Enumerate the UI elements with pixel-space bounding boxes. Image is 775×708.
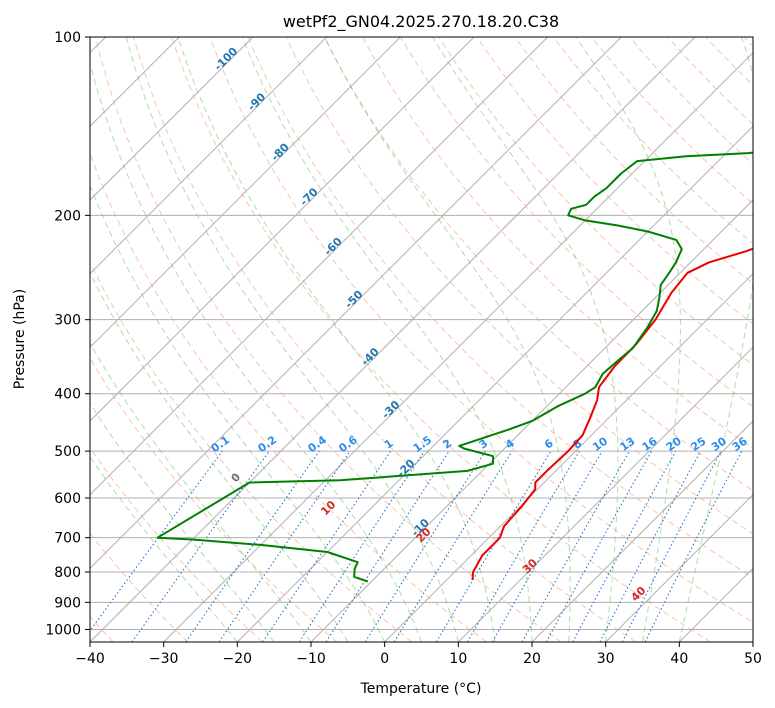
isotherm-gridline bbox=[90, 37, 328, 275]
x-axis-label: Temperature (°C) bbox=[360, 681, 482, 697]
x-tick-label: −10 bbox=[296, 651, 326, 667]
x-tick-label: 0 bbox=[380, 651, 389, 667]
dry-adiabat bbox=[90, 261, 413, 642]
isotherm-gridline bbox=[90, 37, 696, 642]
moist-adiabat bbox=[90, 184, 386, 642]
mixing-ratio-line bbox=[325, 450, 450, 642]
y-tick-label: 500 bbox=[54, 444, 81, 460]
axes: −40 −30 −20 −10 0 10 20 30 40 50 100 200 300 400 500 60… bbox=[45, 30, 762, 667]
y-tick-label: 800 bbox=[54, 565, 81, 581]
isotherm-gridline bbox=[163, 51, 753, 642]
y-tick-label: 200 bbox=[54, 208, 81, 224]
dry-adiabat bbox=[629, 37, 753, 165]
isotherm-gridline bbox=[90, 37, 401, 349]
dewpoint-profile-line bbox=[156, 151, 753, 583]
mixing-ratio-line bbox=[393, 450, 513, 642]
mixing-ratio-line bbox=[218, 450, 351, 642]
mixing-ratio-line bbox=[90, 450, 223, 632]
y-tick-label: 1000 bbox=[45, 622, 81, 638]
y-tick-label: 900 bbox=[54, 595, 81, 611]
x-tick-label: 50 bbox=[744, 651, 762, 667]
y-tick-label: 400 bbox=[54, 387, 81, 403]
y-tick-label: 600 bbox=[54, 491, 81, 507]
mixing-ratio-line bbox=[185, 450, 320, 642]
moist-adiabat bbox=[432, 37, 619, 642]
dry-adiabat bbox=[90, 446, 263, 642]
dry-adiabat bbox=[247, 37, 753, 579]
dry-adiabat bbox=[323, 37, 753, 492]
mixing-ratio-line bbox=[435, 450, 552, 642]
mixing-ratio-line bbox=[491, 450, 603, 642]
chart-title: wetPf2_GN04.2025.270.18.20.C38 bbox=[283, 12, 559, 32]
x-tick-label: 20 bbox=[523, 651, 541, 667]
moist-adiabat bbox=[125, 37, 459, 642]
dry-adiabat bbox=[591, 37, 753, 205]
isotherm-gridline bbox=[90, 37, 475, 422]
mixing-ratio-line bbox=[572, 450, 677, 642]
y-tick-label: 300 bbox=[54, 313, 81, 329]
plot-frame bbox=[89, 36, 754, 643]
dry-adiabat bbox=[95, 37, 562, 642]
dry-adiabat bbox=[514, 37, 753, 285]
isotherm-gridline bbox=[531, 420, 753, 642]
y-axis-label: Pressure (hPa) bbox=[12, 289, 28, 389]
isotherm-gridline bbox=[384, 272, 753, 642]
x-tick-label: 30 bbox=[597, 651, 615, 667]
moist-adiabat bbox=[324, 37, 571, 642]
moist-adiabat bbox=[177, 37, 496, 642]
isotherm-gridline bbox=[236, 125, 753, 642]
mixing-ratio-line bbox=[131, 450, 270, 642]
moist-adiabat bbox=[90, 456, 238, 642]
dry-adiabat bbox=[209, 37, 753, 623]
mixing-ratio-line bbox=[521, 450, 630, 642]
moist-adiabat bbox=[678, 37, 753, 642]
x-tick-label: 40 bbox=[670, 651, 688, 667]
mixing-ratio-line bbox=[364, 450, 486, 642]
x-tick-label: −20 bbox=[223, 651, 253, 667]
x-tick-label: −30 bbox=[149, 651, 179, 667]
mixing-ratio-line bbox=[467, 450, 580, 642]
isotherm-gridline bbox=[90, 37, 254, 201]
moist-adiabat bbox=[90, 341, 312, 642]
x-tick-label: 10 bbox=[449, 651, 467, 667]
dry-adiabat bbox=[362, 37, 753, 449]
temperature-profile-line bbox=[471, 247, 753, 580]
y-tick-label: 700 bbox=[54, 531, 81, 547]
moist-adiabat bbox=[241, 37, 533, 642]
moist-adiabat bbox=[90, 60, 422, 642]
moist-adiabat bbox=[575, 37, 681, 642]
isotherm-gridline bbox=[457, 346, 753, 642]
isotherm-gridline bbox=[90, 37, 549, 496]
y-tick-label: 100 bbox=[54, 30, 81, 46]
dry-adiabat bbox=[476, 37, 753, 325]
moist-adiabat bbox=[90, 271, 349, 642]
dry-adiabat bbox=[171, 37, 711, 642]
mixing-ratio-line bbox=[545, 450, 653, 642]
plot-area: 0.1 0.2 0.4 0.6 1 1.5 2 3 4 6 8 10 13 16 20 25 30 36-100-… bbox=[90, 37, 753, 642]
isotherm-gridline bbox=[605, 493, 753, 642]
x-tick-label: −40 bbox=[75, 651, 105, 667]
isotherm-gridline bbox=[90, 37, 622, 570]
dry-adiabat bbox=[400, 37, 753, 408]
